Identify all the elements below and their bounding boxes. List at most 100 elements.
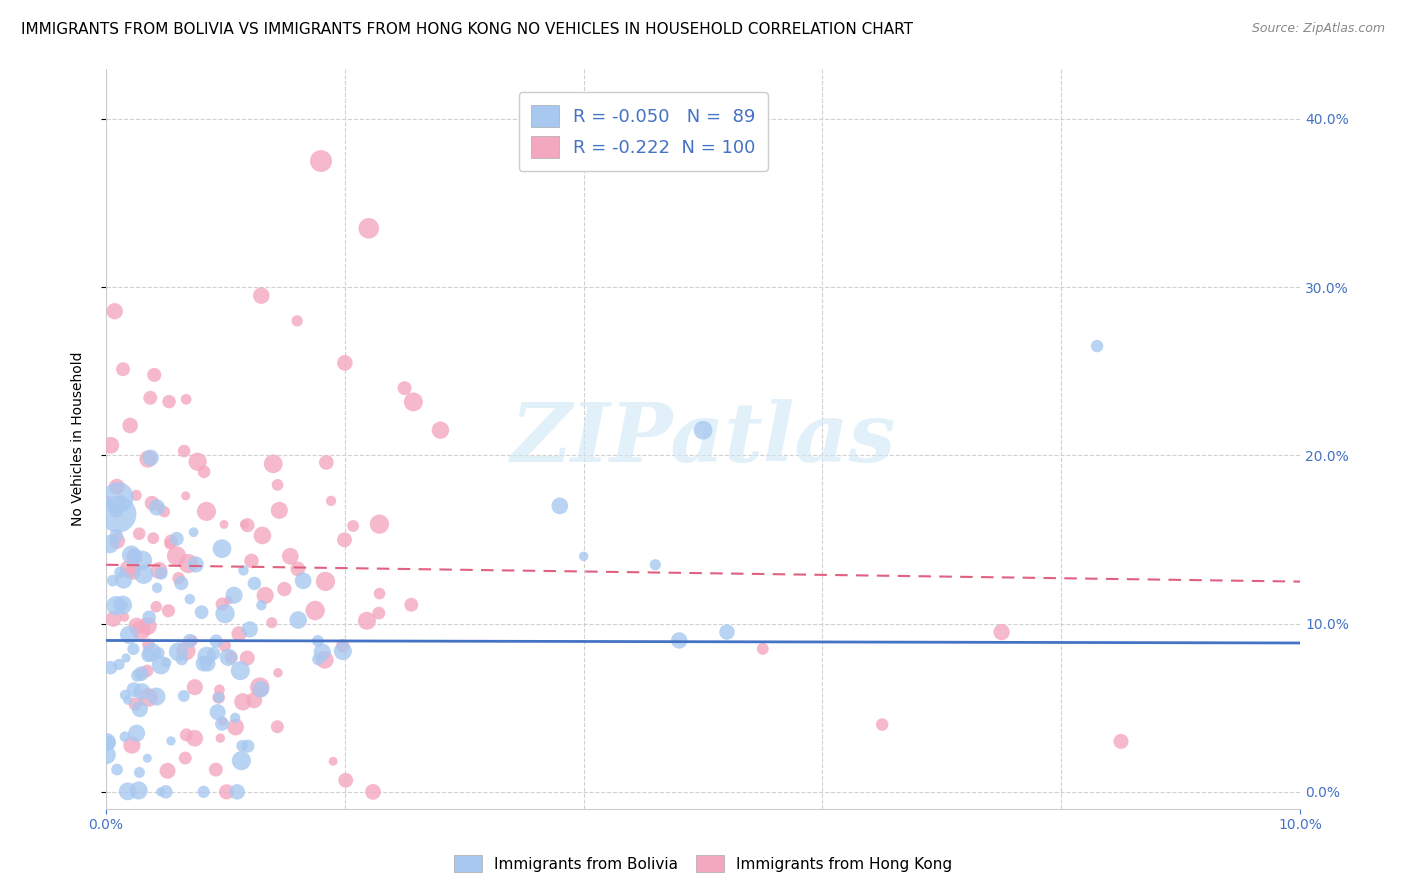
Point xyxy=(120,418,142,433)
Point xyxy=(211,597,233,611)
Point xyxy=(108,566,131,580)
Point xyxy=(250,288,273,302)
Point xyxy=(122,682,145,697)
Point xyxy=(314,574,336,589)
Point xyxy=(195,648,218,663)
Point xyxy=(181,633,204,648)
Point xyxy=(117,784,139,798)
Point xyxy=(128,702,150,716)
Point xyxy=(394,381,416,395)
Point xyxy=(187,455,209,469)
Point xyxy=(173,444,195,458)
Point xyxy=(174,751,197,765)
Point xyxy=(149,500,172,515)
Point xyxy=(319,493,342,508)
Point xyxy=(142,531,165,545)
Point xyxy=(129,624,152,638)
Point xyxy=(124,549,146,564)
Point xyxy=(870,717,893,731)
Point xyxy=(104,304,127,318)
Point xyxy=(222,588,245,602)
Text: Source: ZipAtlas.com: Source: ZipAtlas.com xyxy=(1251,22,1385,36)
Point xyxy=(232,695,254,709)
Point xyxy=(214,639,236,653)
Point xyxy=(166,549,188,563)
Point xyxy=(243,576,266,591)
Point xyxy=(572,549,595,564)
Text: ZIPatlas: ZIPatlas xyxy=(510,399,896,479)
Point xyxy=(111,598,134,612)
Point xyxy=(208,690,231,705)
Point xyxy=(262,457,284,471)
Point xyxy=(117,693,139,707)
Point xyxy=(136,664,159,678)
Point xyxy=(332,644,354,658)
Point xyxy=(174,644,197,658)
Point xyxy=(128,526,150,541)
Point xyxy=(148,563,170,577)
Point xyxy=(111,599,134,613)
Point xyxy=(190,605,212,619)
Point xyxy=(193,785,215,799)
Point xyxy=(233,517,256,532)
Point xyxy=(335,773,357,788)
Point xyxy=(173,689,195,703)
Point xyxy=(240,554,263,568)
Point xyxy=(716,625,738,640)
Point xyxy=(131,684,153,698)
Point xyxy=(195,504,218,518)
Point xyxy=(120,548,142,562)
Point xyxy=(236,739,259,753)
Point xyxy=(401,598,423,612)
Point xyxy=(333,533,356,547)
Point xyxy=(224,711,246,725)
Point xyxy=(138,638,160,652)
Point xyxy=(118,628,141,642)
Point xyxy=(117,562,139,576)
Point xyxy=(105,763,128,777)
Point xyxy=(146,500,169,515)
Point xyxy=(105,533,128,548)
Point xyxy=(176,728,198,742)
Point xyxy=(250,682,273,697)
Point xyxy=(1109,734,1132,748)
Point xyxy=(131,666,153,681)
Point xyxy=(231,739,253,753)
Point xyxy=(114,730,136,744)
Point xyxy=(273,582,295,596)
Point xyxy=(269,503,291,517)
Point xyxy=(307,634,329,648)
Point xyxy=(254,588,277,602)
Point xyxy=(107,491,129,505)
Point xyxy=(215,785,238,799)
Point xyxy=(429,423,451,437)
Point xyxy=(138,610,160,624)
Point xyxy=(243,693,266,707)
Point xyxy=(208,682,231,697)
Point xyxy=(139,391,162,405)
Point xyxy=(141,496,163,510)
Point xyxy=(197,657,219,671)
Point xyxy=(111,362,134,376)
Point xyxy=(101,574,124,588)
Point xyxy=(752,641,775,656)
Point xyxy=(285,314,308,328)
Point xyxy=(239,623,262,637)
Point xyxy=(131,666,153,681)
Point xyxy=(105,529,128,543)
Point xyxy=(170,576,193,591)
Point xyxy=(322,754,344,768)
Point xyxy=(226,785,249,799)
Point xyxy=(211,716,233,731)
Point xyxy=(217,650,239,665)
Point xyxy=(97,494,120,508)
Point xyxy=(105,480,128,494)
Point xyxy=(368,517,391,532)
Point xyxy=(96,735,118,749)
Point xyxy=(304,603,326,617)
Point xyxy=(98,537,121,551)
Point xyxy=(146,581,169,595)
Point xyxy=(315,455,337,469)
Text: IMMIGRANTS FROM BOLIVIA VS IMMIGRANTS FROM HONG KONG NO VEHICLES IN HOUSEHOLD CO: IMMIGRANTS FROM BOLIVIA VS IMMIGRANTS FR… xyxy=(21,22,912,37)
Point xyxy=(368,586,391,600)
